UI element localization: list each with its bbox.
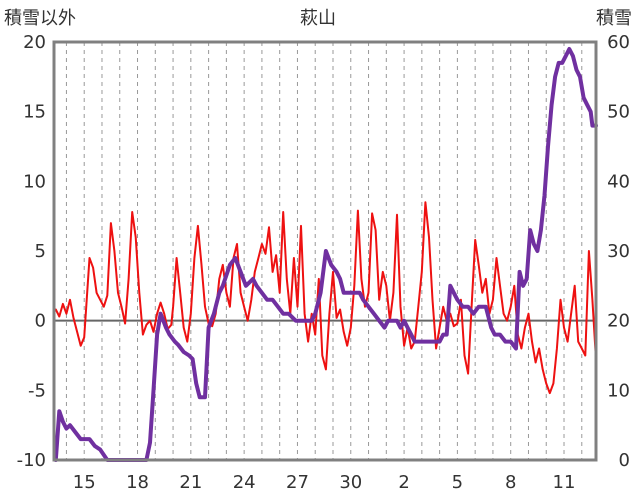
x-tick-label: 11 <box>553 472 576 493</box>
series-snow-line <box>53 47 598 462</box>
right-axis-title: 積雪 <box>596 8 632 29</box>
plot-frame <box>52 40 598 462</box>
y-left-tick-label: -5 <box>28 380 46 401</box>
x-tick-label: 15 <box>73 472 96 493</box>
chart-grid <box>54 42 596 460</box>
y-right-tick-label: 0 <box>619 450 630 471</box>
left-axis-title: 積雪以外 <box>4 8 76 29</box>
x-tick-label: 27 <box>286 472 309 493</box>
y-left-tick-label: 20 <box>23 32 46 53</box>
x-tick-label: 5 <box>452 472 463 493</box>
y-right-tick-label: 30 <box>607 241 630 262</box>
y-left-tick-label: 10 <box>23 171 46 192</box>
x-tick-label: 2 <box>398 472 409 493</box>
y-left-tick-label: -10 <box>17 450 46 471</box>
y-left-tick-label: 0 <box>35 311 46 332</box>
x-tick-label: 30 <box>339 472 362 493</box>
chart-series-layer <box>53 47 598 462</box>
y-right-tick-label: 50 <box>607 102 630 123</box>
x-tick-label: 24 <box>233 472 256 493</box>
series-other-line <box>54 201 597 395</box>
y-right-tick-label: 40 <box>607 171 630 192</box>
x-tick-label: 18 <box>126 472 149 493</box>
y-right-tick-label: 10 <box>607 380 630 401</box>
chart-title: 萩山 <box>300 8 336 29</box>
x-tick-label: 21 <box>179 472 202 493</box>
y-right-tick-label: 60 <box>607 32 630 53</box>
x-tick-label: 8 <box>505 472 516 493</box>
y-right-tick-label: 20 <box>607 311 630 332</box>
y-left-tick-label: 5 <box>35 241 46 262</box>
y-left-tick-label: 15 <box>23 102 46 123</box>
